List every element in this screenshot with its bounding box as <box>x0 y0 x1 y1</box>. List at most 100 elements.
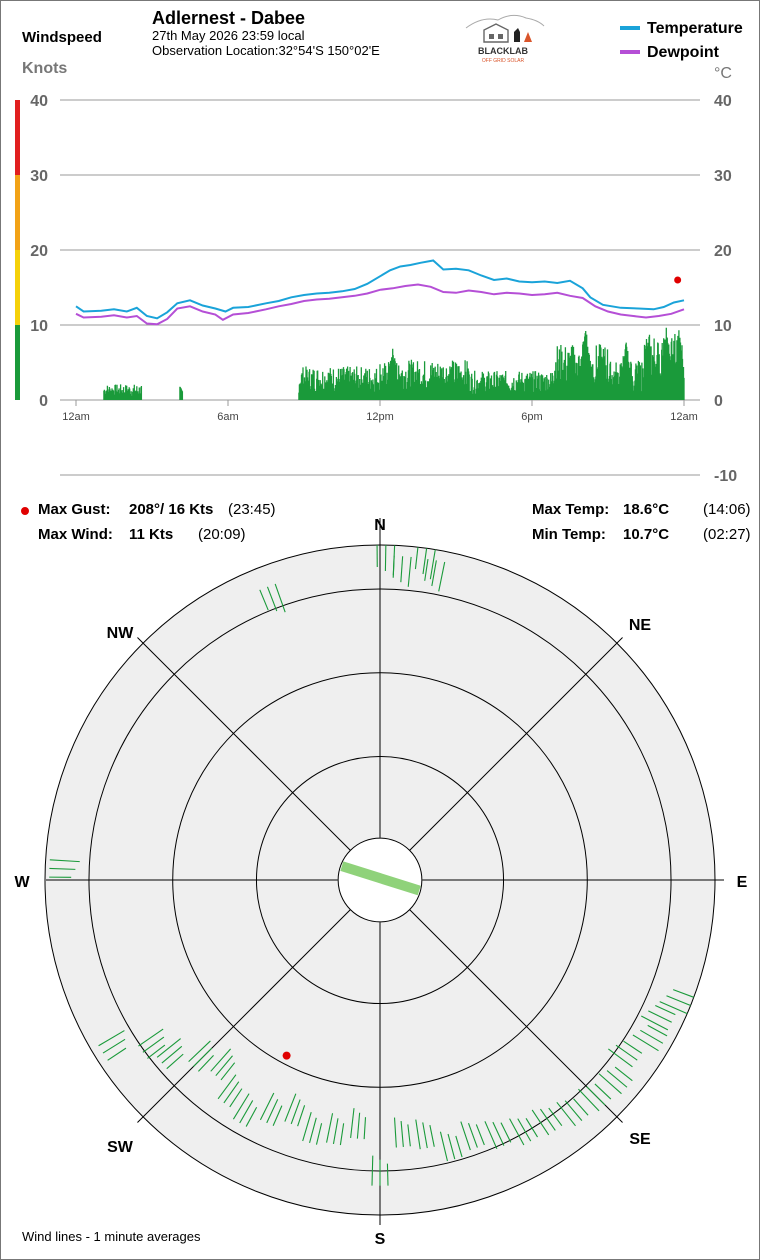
max-temp-time: (14:06) <box>703 501 751 518</box>
wind-line-25-1 <box>266 1099 279 1124</box>
temperature-line <box>75 259 685 320</box>
wind-line-31-0 <box>147 1044 166 1059</box>
wind-rose-grid <box>44 518 724 1225</box>
diagonal-315 <box>137 637 351 851</box>
compass-label-n: N <box>374 517 386 534</box>
wind-line-11-2 <box>578 1088 600 1112</box>
left-tick-label-10: 10 <box>30 318 48 335</box>
wind-line-3-2 <box>438 561 446 592</box>
wind-line-32-2 <box>98 1030 125 1047</box>
max-gust-value: 208°/ 16 Kts <box>129 501 214 518</box>
wind-line-3-0 <box>424 558 429 581</box>
gust-marker <box>282 1051 291 1060</box>
wind-line-1-0 <box>392 555 395 578</box>
wind-line-30-0 <box>166 1053 184 1070</box>
wind-line-7-0 <box>655 1004 676 1016</box>
wind-line-21-2 <box>350 1108 355 1139</box>
wind-line-13-2 <box>531 1109 550 1136</box>
wind-line-15-1 <box>492 1121 505 1146</box>
diagonal-45 <box>409 637 623 851</box>
compass-label-sw: SW <box>107 1139 134 1156</box>
time-series-chart: -10 0 10 20 30 40 0 10 20 30 40 12am 6am 12pm 6pm 12am <box>15 93 737 485</box>
wind-line-17-2 <box>439 1131 448 1162</box>
legend-temperature-swatch <box>620 26 640 30</box>
wind-line-28-1 <box>215 1055 233 1077</box>
wind-line-27-2 <box>217 1074 237 1100</box>
wind-line-5-2 <box>49 859 80 863</box>
wind-line-25-2 <box>259 1092 275 1121</box>
min-temp-value: 10.7°C <box>623 526 670 543</box>
wind-line-24-0 <box>297 1105 306 1127</box>
wind-line-10-0 <box>614 1066 633 1082</box>
wind-line-15-0 <box>500 1122 512 1143</box>
compass-label-ne: NE <box>629 617 652 634</box>
blacklab-logo: BLACKLAB OFF GRID SOLAR <box>460 10 546 68</box>
wind-line-30-2 <box>156 1038 181 1058</box>
wind-line-32-0 <box>107 1047 127 1061</box>
scale-segment-3 <box>15 100 20 175</box>
x-tick-label-3: 6pm <box>521 411 542 423</box>
legend-temperature-label: Temperature <box>647 20 743 37</box>
min-temp-label: Min Temp: <box>532 526 606 543</box>
left-tick-label-40: 40 <box>30 93 48 110</box>
wind-line-17-1 <box>447 1133 456 1160</box>
wind-line-21-1 <box>356 1112 361 1139</box>
wind-line-8-1 <box>640 1029 664 1044</box>
wind-line-13-1 <box>539 1108 556 1131</box>
scale-segment-1 <box>15 250 20 325</box>
wind-line-7-2 <box>640 1015 669 1031</box>
wind-line-18-0 <box>429 1125 435 1147</box>
wind-line-2-1 <box>422 548 428 575</box>
max-gust-label: Max Gust: <box>38 501 111 518</box>
time-series-axis-labels: -10 0 10 20 30 40 0 10 20 30 40 12am 6am 12pm 6pm 12am <box>30 93 737 485</box>
wind-line-19-2 <box>393 1117 397 1148</box>
wind-rose-compass-labels: N NE E SE S SW W NW <box>14 517 747 1248</box>
wind-line-9-2 <box>608 1048 633 1068</box>
scale-segment-2 <box>15 175 20 250</box>
max-wind-value: 11 Kts <box>129 526 174 543</box>
wind-line-16-0 <box>475 1124 485 1146</box>
x-tick-label-0: 12am <box>62 411 90 423</box>
wind-line-29-0 <box>198 1055 214 1072</box>
compass-label-s: S <box>375 1231 386 1248</box>
wind-line-15-2 <box>484 1121 498 1150</box>
wind-line-12-2 <box>556 1101 576 1127</box>
wind-line-18-1 <box>422 1122 428 1149</box>
right-tick-label-30: 30 <box>714 168 732 185</box>
right-tick-label-40: 40 <box>714 93 732 110</box>
location-label: Observation Location: <box>152 43 279 58</box>
wind-line-6-2 <box>659 1001 688 1015</box>
wind-line-12-0 <box>573 1098 589 1116</box>
legend-dewpoint-swatch <box>620 50 640 54</box>
wind-line-6-1 <box>666 995 691 1007</box>
wind-line-3-1 <box>431 560 437 587</box>
wind-line-18-2 <box>415 1119 421 1150</box>
max-gust-time: (23:45) <box>228 501 276 518</box>
left-tick-label-0: 0 <box>39 393 48 410</box>
wind-line-13-0 <box>548 1107 563 1127</box>
wind-line-1-2 <box>407 556 412 587</box>
wind-line-12-1 <box>564 1100 583 1121</box>
wind-line-8-0 <box>647 1024 668 1037</box>
wind-line-23-1 <box>309 1117 317 1144</box>
wind-line-21-0 <box>363 1117 367 1140</box>
wind-line-31-2 <box>138 1028 164 1047</box>
wind-line-24-2 <box>284 1093 297 1122</box>
left-tick-label-30: 30 <box>30 168 48 185</box>
max-temp-value: 18.6°C <box>623 501 670 518</box>
x-tick-label-4: 12am <box>670 411 698 423</box>
observation-location: Observation Location:32°54'S 150°02'E <box>152 43 380 58</box>
right-tick-label-10: 10 <box>714 318 732 335</box>
knots-unit-label: Knots <box>22 60 68 77</box>
wind-line-31-1 <box>142 1036 165 1053</box>
scale-segment-0 <box>15 325 20 400</box>
wind-line-16-2 <box>460 1121 471 1151</box>
windspeed-bars <box>103 327 685 400</box>
wind-line-23-0 <box>315 1123 323 1145</box>
dewpoint-line <box>75 283 685 326</box>
wind-line-26-0 <box>245 1106 258 1127</box>
wind-line-2-2 <box>429 549 436 580</box>
windspeed-color-scale <box>15 100 20 400</box>
wind-line-4-0 <box>259 589 269 611</box>
wind-line-27-1 <box>223 1081 240 1104</box>
